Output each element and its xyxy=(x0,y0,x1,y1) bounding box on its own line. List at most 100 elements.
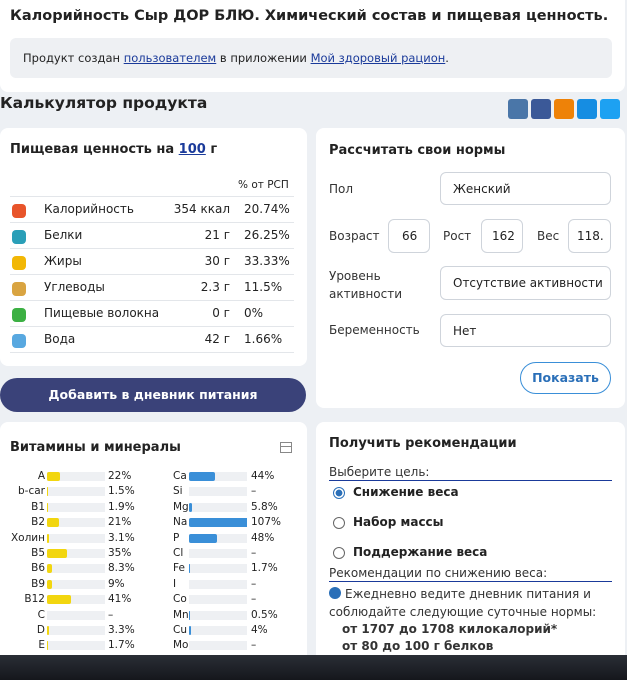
radio[interactable] xyxy=(333,517,345,529)
nutrient-percent: 1.66% xyxy=(244,332,283,346)
nutrient-name: Mn xyxy=(173,608,189,621)
bar xyxy=(47,564,52,574)
nutrient-amount: 42 г xyxy=(204,332,230,346)
bar-label: – xyxy=(251,639,257,652)
nutrient-percent: 26.25% xyxy=(244,228,290,242)
activity-select[interactable]: Отсутствие активности xyxy=(440,266,611,300)
twitter-button[interactable] xyxy=(600,99,620,119)
activity-label: Уровень активности xyxy=(329,269,403,301)
bar-label: 48% xyxy=(251,531,275,544)
title-text: Пищевая ценность на xyxy=(10,142,175,157)
note-text: в приложении xyxy=(219,51,307,65)
bar-label: 44% xyxy=(251,470,275,482)
bar-track xyxy=(189,487,247,497)
nutrient-name: Пищевые волокна xyxy=(44,306,160,320)
nutrient-name: B12 xyxy=(24,593,45,606)
radio-label: Поддержание веса xyxy=(353,545,488,559)
bar xyxy=(189,533,217,543)
bar-label: 1.7% xyxy=(108,639,135,652)
app-link[interactable]: Мой здоровый рацион xyxy=(310,51,446,65)
recommendations-title: Получить рекомендации xyxy=(329,436,517,451)
nutrient-name: Cu xyxy=(173,624,187,636)
sex-label: Пол xyxy=(329,182,354,196)
ok-button[interactable] xyxy=(554,99,574,119)
vk-button[interactable] xyxy=(508,99,528,119)
nutrient-name: Углеводы xyxy=(44,280,105,294)
show-button[interactable]: Показать xyxy=(520,362,611,394)
bar xyxy=(47,472,60,481)
bar-track xyxy=(47,518,105,528)
height-input[interactable]: 162 xyxy=(481,219,523,253)
nutrient-percent: 11.5% xyxy=(244,280,283,294)
amount-link[interactable]: 100 xyxy=(178,142,206,157)
input-value: 118. xyxy=(577,229,604,243)
bar-track xyxy=(47,579,105,589)
bar-track xyxy=(189,626,247,635)
bar-label: 41% xyxy=(108,593,132,606)
bar-label: 8.3% xyxy=(108,562,135,575)
radio[interactable] xyxy=(333,547,345,559)
nutrient-amount: 0 г xyxy=(212,306,230,320)
age-label: Возраст xyxy=(329,229,380,243)
add-diary-button[interactable]: Добавить в дневник питания xyxy=(0,378,306,412)
weight-input[interactable]: 118. xyxy=(568,219,611,253)
nutrient-icon xyxy=(12,308,26,322)
nutrient-name: Mo xyxy=(173,639,189,652)
nutrition-title: Пищевая ценность на 100 г xyxy=(10,142,217,157)
nutrient-name: Жиры xyxy=(44,254,82,268)
section-title: Калькулятор продукта xyxy=(0,94,208,112)
nutrient-name: b-car xyxy=(18,485,45,498)
nutrient-name: Белки xyxy=(44,228,83,242)
bar xyxy=(189,564,190,574)
bar-label: – xyxy=(251,577,257,590)
bar-track xyxy=(189,595,247,605)
nutrient-name: C xyxy=(37,608,45,621)
bar-track xyxy=(47,610,105,620)
bar-label: 21% xyxy=(108,516,132,529)
bar-track xyxy=(189,549,247,558)
nutrient-name: B1 xyxy=(31,500,45,513)
pregnancy-label: Беременность xyxy=(329,323,420,337)
nutrient-name: Si xyxy=(173,485,183,498)
share-buttons xyxy=(508,99,620,119)
bar xyxy=(189,472,215,481)
bar-label: 107% xyxy=(251,516,282,529)
bar xyxy=(47,626,49,635)
page-title: Калорийность Сыр ДОР БЛЮ. Химический сос… xyxy=(10,8,609,24)
nutrient-percent: 33.33% xyxy=(244,254,290,268)
nutrient-amount: 21 г xyxy=(204,228,230,242)
bar-track xyxy=(189,641,247,651)
header-card: Калорийность Сыр ДОР БЛЮ. Химический сос… xyxy=(0,0,625,92)
nutrient-name: E xyxy=(38,639,45,652)
bar-track xyxy=(47,472,105,481)
facebook-button[interactable] xyxy=(531,99,551,119)
pregnancy-select[interactable]: Нет xyxy=(440,314,611,347)
nutrient-name: B5 xyxy=(31,547,45,559)
bar xyxy=(47,579,53,589)
note-text: Продукт создан xyxy=(23,51,121,65)
row-line xyxy=(10,326,294,327)
row-line xyxy=(10,300,294,301)
mailru-button[interactable] xyxy=(577,99,597,119)
age-input[interactable]: 66 xyxy=(388,219,430,253)
bar-label: 0.5% xyxy=(251,608,278,621)
nutrient-name: Fe xyxy=(173,562,185,575)
nutrient-icon xyxy=(12,282,26,296)
norm-calories: от 1707 до 1708 килокалорий* xyxy=(342,622,558,636)
nutrient-name: Co xyxy=(173,593,187,606)
nutrient-name: B2 xyxy=(31,516,45,529)
bar-label: 35% xyxy=(108,547,132,559)
nutrient-name: A xyxy=(37,470,45,482)
nutrient-name: Калорийность xyxy=(44,202,134,216)
bar xyxy=(47,549,68,558)
nutrient-name: Ca xyxy=(173,470,187,482)
table-view-icon[interactable] xyxy=(280,442,292,453)
radio[interactable] xyxy=(333,487,345,499)
input-value: 162 xyxy=(492,229,515,243)
user-link[interactable]: пользователем xyxy=(123,51,217,65)
bar xyxy=(47,502,49,512)
sex-select[interactable]: Женский xyxy=(440,172,611,205)
radio-label: Снижение веса xyxy=(353,485,459,499)
nutrient-name: P xyxy=(173,531,180,544)
nutrient-name: Cl xyxy=(173,547,184,559)
